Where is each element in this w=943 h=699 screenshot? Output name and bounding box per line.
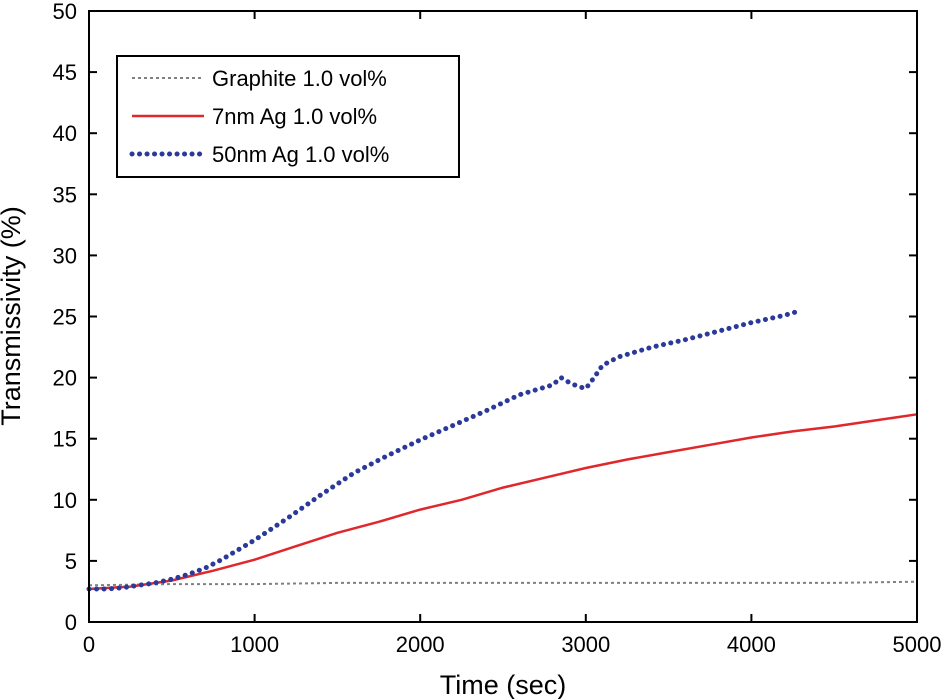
y-tick-label: 40 [53,121,77,146]
series-line-2 [86,307,804,592]
x-tick-label: 1000 [230,632,279,657]
y-tick-label: 35 [53,182,77,207]
y-tick-label: 50 [53,0,77,24]
legend-label-0: Graphite 1.0 vol% [212,66,387,91]
series-line-1 [88,413,918,591]
y-tick-label: 45 [53,60,77,85]
x-tick-label: 3000 [561,632,610,657]
y-tick-label: 5 [65,549,77,574]
series-line-0 [88,580,918,587]
x-tick-label: 4000 [727,632,776,657]
y-tick-label: 30 [53,243,77,268]
legend-label-2: 50nm Ag 1.0 vol% [212,142,389,167]
x-axis-title: Time (sec) [440,670,567,699]
axis-ticks: 0 1000 2000 3000 4000 5000 0 5 10 15 20 25 30 35 40 45 5… [53,0,942,657]
plot-lines [86,307,918,592]
legend-label-1: 7nm Ag 1.0 vol% [212,104,377,129]
y-tick-label: 25 [53,305,77,330]
y-tick-label: 10 [53,488,77,513]
y-tick-label: 15 [53,427,77,452]
y-tick-label: 20 [53,366,77,391]
y-axis-title: Transmissivity (%) [0,206,26,426]
x-tick-label: 5000 [893,632,942,657]
x-tick-label: 0 [83,632,95,657]
y-tick-label: 0 [65,610,77,635]
legend: Graphite 1.0 vol% 7nm Ag 1.0 vol% 50nm Ag … [116,55,460,178]
x-tick-label: 2000 [396,632,445,657]
